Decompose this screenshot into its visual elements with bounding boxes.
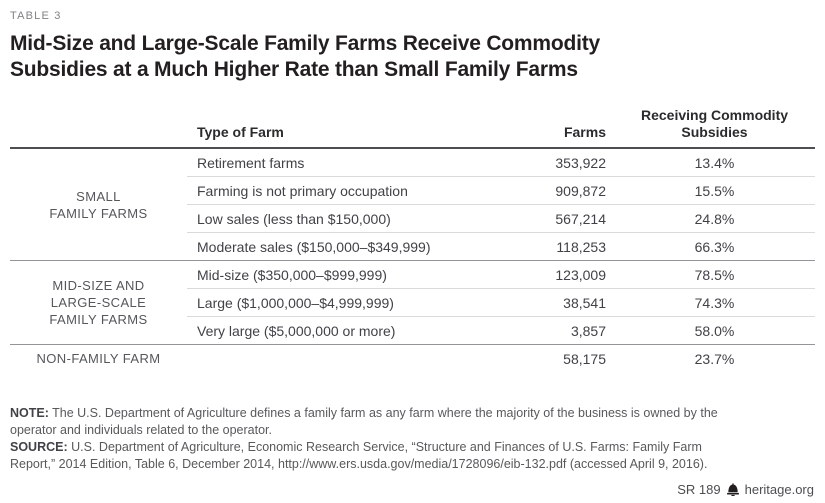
- farm-subsidies-table: Type of Farm Farms Receiving Commodity S…: [10, 107, 815, 372]
- cell-farms: 118,253: [482, 232, 614, 261]
- table-row: Very large ($5,000,000 or more) 3,857 58…: [10, 316, 815, 345]
- cell-subsidies: 78.5%: [614, 260, 815, 289]
- source-label: SOURCE:: [10, 440, 68, 454]
- column-header-receiving-commodity-subsidies: Receiving Commodity Subsidies: [614, 107, 815, 149]
- cell-farms: 909,872: [482, 176, 614, 205]
- note-label: NOTE:: [10, 406, 49, 420]
- group-small-family-farms: SMALL FAMILY FARMS Retirement farms 353,…: [10, 148, 815, 261]
- cell-type: [187, 344, 482, 372]
- table-number: TABLE 3: [10, 10, 62, 22]
- cell-type: Very large ($5,000,000 or more): [187, 316, 482, 345]
- table-row: NON-FAMILY FARM 58,175 23.7%: [10, 344, 815, 372]
- column-header-type-of-farm: Type of Farm: [187, 107, 482, 149]
- cell-subsidies: 74.3%: [614, 288, 815, 317]
- table-row: Large ($1,000,000–$4,999,999) 38,541 74.…: [10, 288, 815, 317]
- table-row: Moderate sales ($150,000–$349,999) 118,2…: [10, 232, 815, 261]
- report-id: SR 189: [677, 482, 721, 497]
- cell-subsidies: 15.5%: [614, 176, 815, 205]
- group-non-family-farm: NON-FAMILY FARM 58,175 23.7%: [10, 344, 815, 372]
- group-label-non-family-farm: NON-FAMILY FARM: [10, 344, 187, 372]
- cell-farms: 353,922: [555, 154, 606, 171]
- table-title: Mid-Size and Large-Scale Family Farms Re…: [10, 31, 815, 83]
- group-label-small-family-farms: SMALL FAMILY FARMS: [49, 188, 148, 221]
- footer-credit: SR 189 heritage.org: [677, 482, 814, 497]
- cell-farms: 3,857: [482, 316, 614, 345]
- cell-type: Retirement farms: [197, 154, 305, 171]
- cell-farms: 38,541: [482, 288, 614, 317]
- table-header-row: Type of Farm Farms Receiving Commodity S…: [10, 107, 815, 149]
- table-row: SMALL FAMILY FARMS Retirement farms 353,…: [10, 148, 815, 221]
- cell-subsidies: 24.8%: [614, 204, 815, 233]
- note-text: The U.S. Department of Agriculture defin…: [10, 406, 718, 437]
- source-text: U.S. Department of Agriculture, Economic…: [10, 440, 708, 471]
- note-paragraph: NOTE: The U.S. Department of Agriculture…: [10, 405, 722, 439]
- table-row: MID-SIZE AND LARGE-SCALE FAMILY FARMS Mi…: [10, 260, 815, 345]
- cell-subsidies: 58.0%: [614, 316, 815, 345]
- source-paragraph: SOURCE: U.S. Department of Agriculture, …: [10, 439, 722, 473]
- table-row: Low sales (less than $150,000) 567,214 2…: [10, 204, 815, 233]
- cell-type: Large ($1,000,000–$4,999,999): [187, 288, 482, 317]
- cell-subsidies: 23.7%: [614, 344, 815, 372]
- table-row: Farming is not primary occupation 909,87…: [10, 176, 815, 205]
- cell-farms: 123,009: [482, 260, 614, 289]
- cell-farms: 567,214: [482, 204, 614, 233]
- cell-type: Low sales (less than $150,000): [187, 204, 482, 233]
- group-mid-size-and-large-scale-family-farms: MID-SIZE AND LARGE-SCALE FAMILY FARMS Mi…: [10, 260, 815, 345]
- cell-type: Moderate sales ($150,000–$349,999): [187, 232, 482, 261]
- header-group-spacer: [10, 107, 187, 149]
- liberty-bell-icon: [726, 483, 740, 496]
- cell-type: Mid-size ($350,000–$999,999): [187, 260, 482, 289]
- group-label-mid-size-large-scale: MID-SIZE AND LARGE-SCALE FAMILY FARMS: [10, 260, 187, 345]
- table-title-line2: Subsidies at a Much Higher Rate than Sma…: [10, 58, 578, 81]
- cell-farms: 58,175: [482, 344, 614, 372]
- site-name: heritage.org: [744, 482, 814, 497]
- column-header-farms: Farms: [482, 107, 614, 149]
- table-title-line1: Mid-Size and Large-Scale Family Farms Re…: [10, 32, 601, 55]
- notes-block: NOTE: The U.S. Department of Agriculture…: [10, 405, 722, 473]
- cell-subsidies: 66.3%: [614, 232, 815, 261]
- cell-type: Farming is not primary occupation: [187, 176, 482, 205]
- cell-subsidies: 13.4%: [694, 154, 735, 171]
